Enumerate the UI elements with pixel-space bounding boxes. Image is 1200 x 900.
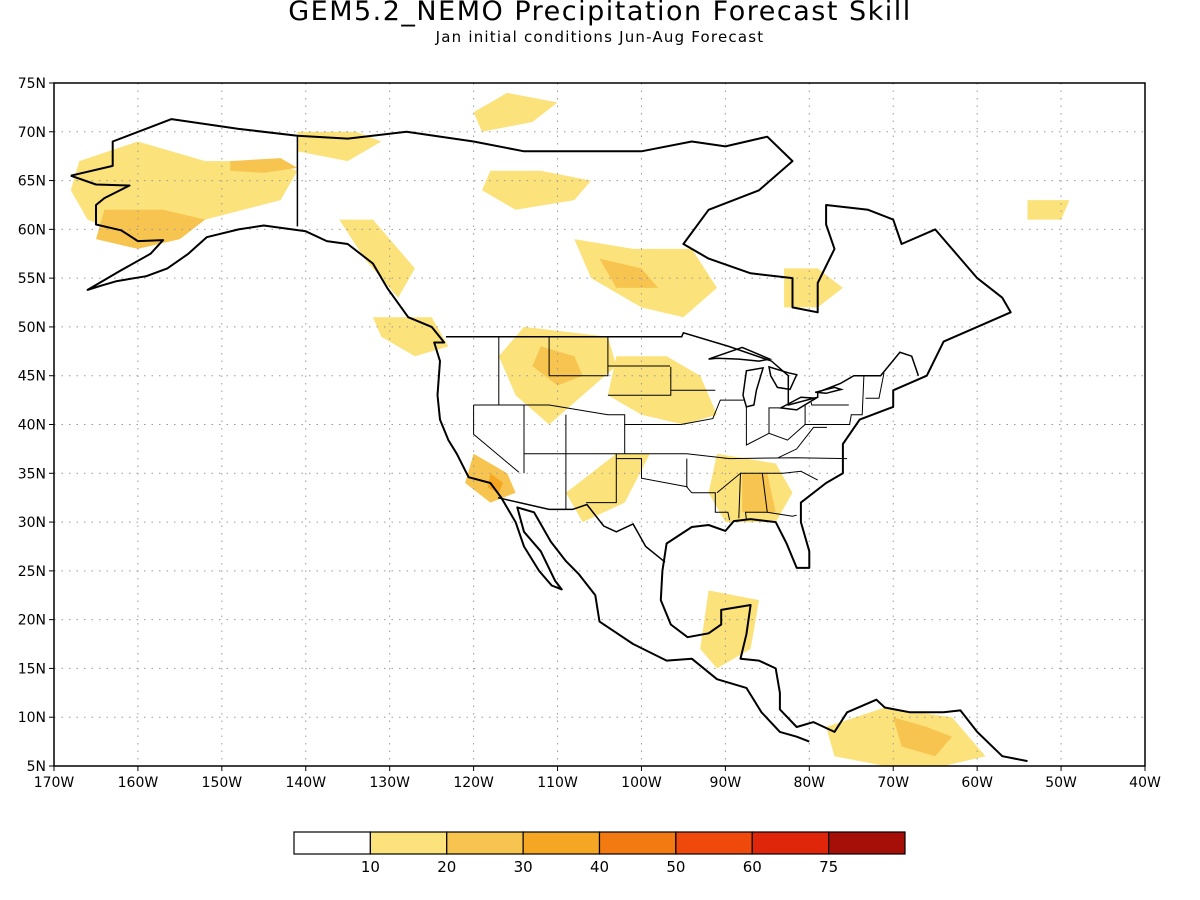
colorbar-swatch — [598, 831, 677, 855]
lon-tick-label: 100W — [621, 775, 662, 791]
graticule-grid — [54, 83, 1145, 766]
skill-region-22 — [893, 717, 952, 757]
lake-outline — [708, 346, 773, 362]
state-boundary — [810, 401, 849, 406]
longitude-tick-labels: 170W 160W 150W 140W 130W 120W 110W 100W 90W 80W 70… — [34, 766, 1161, 791]
country-boundary — [497, 496, 666, 563]
skill-region-15 — [565, 453, 650, 523]
lon-tick-label: 70W — [877, 775, 909, 791]
coastline-layer — [70, 118, 1028, 763]
lat-tick-label: 70N — [18, 125, 46, 141]
lon-tick-label: 80W — [793, 775, 825, 791]
lat-tick-label: 5N — [27, 759, 46, 775]
colorbar-label: 10 — [361, 858, 380, 876]
colorbar-swatch — [446, 831, 524, 855]
colorbar-label: 50 — [666, 858, 685, 876]
colorbar-label: 20 — [437, 858, 456, 876]
skill-region-14 — [607, 356, 717, 425]
lat-tick-label: 40N — [18, 418, 46, 434]
state-boundary — [865, 372, 885, 399]
latitude-tick-labels: 5N 10N 15N 20N 25N 30N 35N 40N 45N 50N 55N 60N 65N 70… — [18, 76, 54, 775]
colorbar-swatch — [828, 831, 906, 855]
lon-tick-label: 40W — [1129, 775, 1161, 791]
colorbar-swatch — [293, 831, 371, 855]
state-boundary — [607, 366, 672, 396]
skill-region-17 — [487, 473, 503, 493]
colorbar-label: 30 — [514, 858, 533, 876]
colorbar-label: 75 — [819, 858, 838, 876]
colorbar-swatch — [369, 831, 448, 855]
state-boundary — [524, 453, 848, 460]
lon-tick-label: 60W — [961, 775, 993, 791]
lat-tick-label: 30N — [18, 515, 46, 531]
skill-region-23 — [1027, 200, 1070, 220]
colorbar-swatch — [675, 831, 753, 855]
map-subtitle: Jan initial conditions Jun-Aug Forecast — [435, 28, 765, 46]
lon-tick-label: 140W — [285, 775, 326, 791]
skill-region-20 — [700, 590, 759, 669]
skill-region-19 — [742, 473, 776, 513]
state-boundary — [805, 375, 865, 425]
skill-region-11 — [784, 268, 843, 308]
lat-tick-label: 75N — [18, 76, 46, 92]
lat-tick-label: 45N — [18, 369, 46, 385]
state-boundary — [549, 336, 609, 377]
lat-tick-label: 65N — [18, 174, 46, 190]
lon-tick-label: 110W — [537, 775, 578, 791]
country-boundary — [445, 331, 920, 406]
state-boundary — [778, 426, 827, 459]
lon-tick-label: 160W — [118, 775, 159, 791]
lat-tick-label: 25N — [18, 564, 46, 580]
lake-outline — [768, 365, 798, 391]
lake-outline — [742, 366, 765, 408]
skill-region-3 — [230, 158, 298, 173]
skill-region-2 — [96, 209, 206, 249]
state-boundary — [686, 458, 731, 521]
lat-tick-label: 15N — [18, 661, 46, 677]
lon-tick-label: 90W — [710, 775, 742, 791]
lat-tick-label: 55N — [18, 271, 46, 287]
lat-tick-label: 10N — [18, 710, 46, 726]
state-boundary — [745, 405, 806, 446]
lon-tick-label: 170W — [34, 775, 75, 791]
skill-region-4 — [297, 131, 382, 162]
lon-tick-label: 150W — [202, 775, 243, 791]
skill-region-7 — [473, 92, 558, 132]
coastline-1 — [70, 118, 1028, 763]
state-boundary — [473, 404, 681, 425]
state-boundary — [616, 458, 688, 488]
lon-tick-label: 50W — [1045, 775, 1077, 791]
colorbar-label: 60 — [743, 858, 762, 876]
political-boundaries-layer — [296, 135, 920, 563]
state-boundary — [768, 407, 780, 434]
lon-tick-label: 130W — [369, 775, 410, 791]
state-boundary — [740, 472, 768, 520]
lat-tick-label: 35N — [18, 466, 46, 482]
colorbar-legend: 10 20 30 40 50 60 75 — [293, 831, 906, 876]
map-title: GEM5.2_NEMO Precipitation Forecast Skill — [288, 0, 912, 27]
skill-region-10 — [599, 258, 659, 288]
skill-region-5 — [339, 219, 415, 298]
lon-tick-label: 120W — [453, 775, 494, 791]
colorbar-swatch — [751, 831, 830, 855]
state-boundary — [586, 453, 617, 504]
coastline-2 — [70, 174, 810, 743]
skill-shading-layer — [70, 92, 1070, 766]
state-boundary — [767, 511, 797, 517]
skill-region-8 — [482, 170, 592, 210]
colorbar-swatch — [522, 831, 601, 855]
colorbar-label: 40 — [590, 858, 609, 876]
state-boundary — [680, 399, 744, 425]
lat-tick-label: 20N — [18, 613, 46, 629]
lat-tick-label: 50N — [18, 320, 46, 336]
state-boundary — [473, 405, 520, 473]
state-boundary — [762, 470, 818, 481]
lat-tick-label: 60N — [18, 222, 46, 238]
